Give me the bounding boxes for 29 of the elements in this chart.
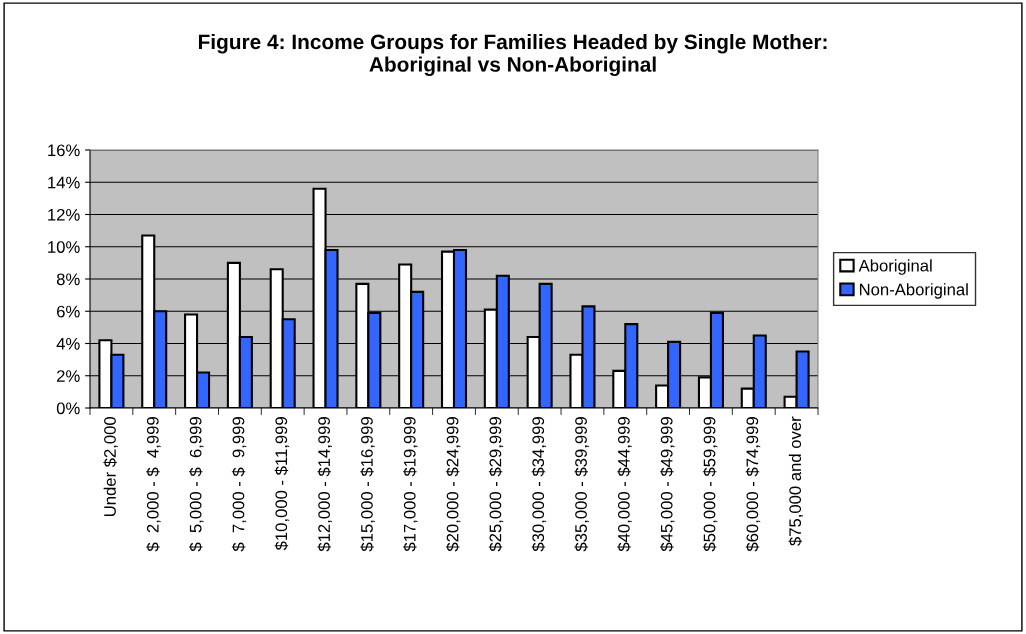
x-tick-label: Under $2,000 (103, 416, 118, 517)
y-tick-label: 6% (57, 305, 80, 318)
y-tick-label: 10% (48, 241, 80, 253)
y-tick-label: 14% (48, 176, 80, 189)
x-tick-label: $60,000 - $74,999 (745, 417, 761, 552)
x-tick-label: $40,000 - $44,999 (617, 417, 632, 552)
x-tick-label: $ 2,000 - $ 4,999 (146, 417, 161, 552)
x-tick-label: $ 7,000 - $ 9,999 (231, 417, 247, 552)
legend-label: Aboriginal (858, 259, 932, 275)
y-tick-label: 0% (56, 402, 80, 415)
y-tick-label: 12% (48, 208, 80, 221)
x-tick-label: $30,000 - $34,999 (531, 417, 547, 552)
x-tick-label: $10,000 - $11,999 (274, 417, 290, 551)
chart-title: Figure 4: Income Groups for Families Headed by Single Mother: Aboriginal vs Non-Aboriginal (198, 33, 827, 77)
x-tick-label: $25,000 - $29,999 (488, 417, 504, 552)
x-tick-label: $12,000 - $14,999 (317, 417, 332, 552)
y-tick-label: 4% (56, 337, 80, 350)
legend-label: Non-Aboriginal (859, 283, 968, 299)
x-tick-label: $20,000 - $24,999 (445, 417, 461, 552)
x-tick-label: $75,000 and over (788, 416, 804, 546)
x-tick-label: $ 5,000 - $ 6,999 (189, 417, 204, 552)
x-tick-label: $15,000 - $16,999 (360, 417, 375, 552)
x-tick-label: $35,000 - $39,999 (574, 417, 589, 552)
x-tick-label: $17,000 - $19,999 (403, 417, 418, 552)
x-tick-label: $50,000 - $59,999 (702, 417, 718, 552)
x-tick-label: $45,000 - $49,999 (660, 417, 675, 552)
y-tick-label: 8% (56, 273, 80, 286)
y-tick-label: 16% (48, 144, 80, 157)
y-tick-label: 2% (57, 370, 80, 382)
